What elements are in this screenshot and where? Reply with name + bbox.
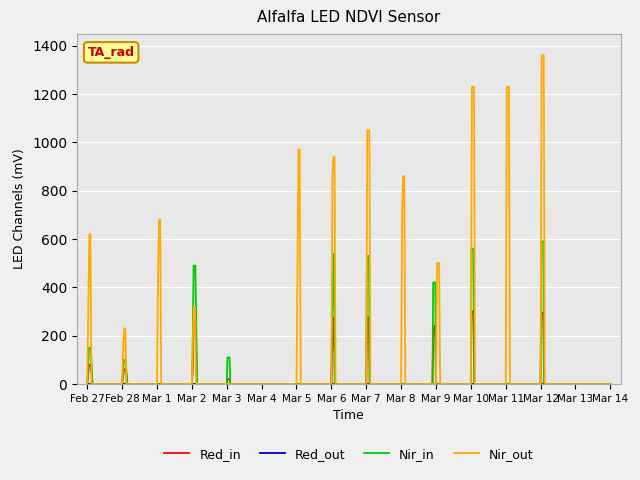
Red_in	[223, 376, 231, 382]
Red_in	[83, 381, 91, 387]
Red_in	[607, 381, 614, 387]
Legend: Red_in, Red_out, Nir_in, Nir_out: Red_in, Red_out, Nir_in, Nir_out	[159, 443, 538, 466]
Line: Nir_in: Nir_in	[87, 241, 611, 384]
X-axis label: Time: Time	[333, 409, 364, 422]
Nir_in	[538, 239, 545, 244]
Nir_in	[607, 381, 614, 387]
Line: Red_in: Red_in	[87, 312, 611, 384]
Red_in	[157, 381, 164, 387]
Nir_in	[225, 355, 232, 360]
Red_in	[191, 318, 198, 324]
Text: TA_rad: TA_rad	[88, 46, 134, 59]
Nir_out	[189, 332, 196, 337]
Red_in	[225, 376, 232, 382]
Nir_in	[157, 381, 164, 387]
Nir_out	[294, 263, 301, 268]
Nir_out	[83, 381, 91, 387]
Nir_out	[365, 127, 372, 133]
Nir_out	[538, 52, 545, 58]
Nir_out	[505, 84, 513, 90]
Nir_in	[397, 381, 405, 387]
Nir_in	[223, 355, 231, 360]
Red_in	[397, 381, 405, 387]
Y-axis label: LED Channels (mV): LED Channels (mV)	[13, 148, 26, 269]
Red_in	[468, 309, 476, 314]
Title: Alfalfa LED NDVI Sensor: Alfalfa LED NDVI Sensor	[257, 11, 440, 25]
Nir_in	[191, 263, 198, 268]
Nir_out	[188, 381, 196, 387]
Nir_out	[607, 381, 614, 387]
Red_in	[193, 381, 201, 387]
Nir_in	[193, 381, 201, 387]
Nir_out	[364, 127, 371, 133]
Nir_in	[83, 381, 91, 387]
Line: Nir_out: Nir_out	[87, 55, 611, 384]
